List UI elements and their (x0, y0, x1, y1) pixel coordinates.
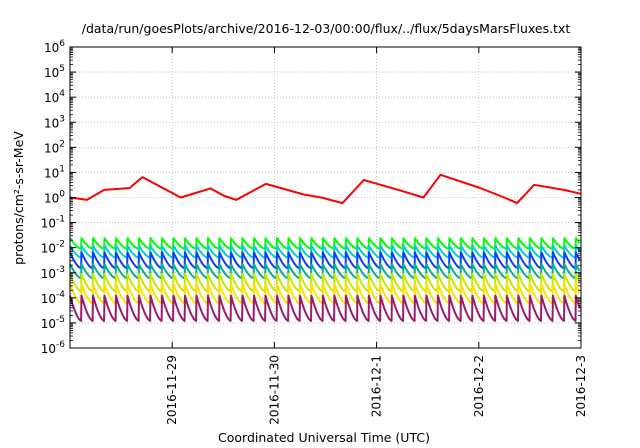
series-line-4 (69, 251, 581, 270)
y-axis-tick-labels: 10-6 10-5 10-4 10-3 10-2 10-1 100 101 102 103 104 1… (41, 39, 66, 356)
y-tick-label: 102 (44, 139, 65, 155)
y-tick-label: 101 (44, 164, 65, 180)
y-tick-label: 10-6 (41, 340, 66, 356)
y-tick-label: 10-4 (41, 290, 66, 306)
x-tick-label: 2016-12-3 (574, 355, 588, 417)
y-tick-label: 103 (44, 114, 65, 130)
x-axis-label: Coordinated Universal Time (UTC) (218, 430, 430, 445)
series-line-1 (69, 173, 582, 205)
y-tick-label: 105 (44, 64, 65, 80)
y-tick-label: 10-5 (41, 315, 65, 331)
y-tick-label: 10-3 (41, 265, 65, 281)
y-tick-label: 106 (44, 39, 65, 55)
x-tick-label: 2016-12-1 (370, 355, 384, 417)
x-axis-tick-labels: 2016-11-29 2016-11-30 2016-12-1 2016-12-2 20… (165, 355, 588, 425)
x-tick-label: 2016-11-29 (165, 355, 179, 425)
y-tick-label: 104 (44, 89, 65, 105)
x-tick-label: 2016-11-30 (267, 355, 281, 425)
axis-ticks (70, 46, 582, 349)
series-line-8 (69, 294, 581, 322)
chart-title: /data/run/goesPlots/archive/2016-12-03/0… (82, 21, 571, 36)
y-tick-label: 100 (44, 190, 65, 206)
y-tick-label: 10-2 (41, 240, 65, 256)
y-tick-label: 10-1 (41, 215, 65, 231)
x-tick-label: 2016-12-2 (472, 355, 486, 417)
grid-lines (70, 47, 581, 348)
series-layer (69, 173, 582, 322)
y-axis-label: protons/cm²-s-sr-MeV (11, 131, 26, 265)
